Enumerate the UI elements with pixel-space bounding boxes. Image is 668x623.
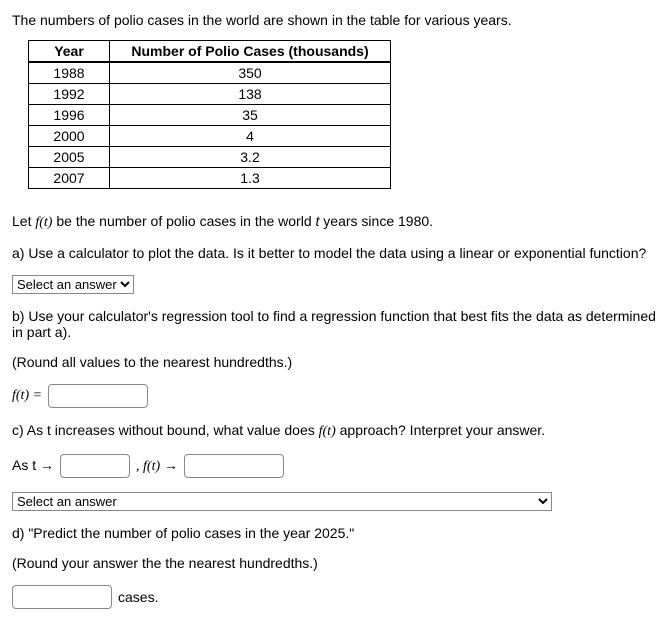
let-line: Let f(t) be the number of polio cases in… xyxy=(12,213,656,231)
cell-cases: 1.3 xyxy=(110,168,391,189)
part-c-input-2[interactable] xyxy=(184,454,284,478)
cell-cases: 35 xyxy=(110,105,391,126)
col-header-year: Year xyxy=(29,41,110,63)
part-b-round: (Round all values to the nearest hundred… xyxy=(12,354,656,370)
part-d-unit: cases. xyxy=(118,589,158,605)
cell-cases: 350 xyxy=(110,62,391,84)
part-c-as-t: As t → xyxy=(12,457,54,475)
table-row: 1992138 xyxy=(29,84,391,105)
table-row: 20071.3 xyxy=(29,168,391,189)
part-b-text: b) Use your calculator's regression tool… xyxy=(12,308,656,340)
cell-cases: 4 xyxy=(110,126,391,147)
part-c-input-1[interactable] xyxy=(60,454,130,478)
col-header-cases: Number of Polio Cases (thousands) xyxy=(110,41,391,63)
part-a-text: a) Use a calculator to plot the data. Is… xyxy=(12,245,656,261)
cell-year: 1992 xyxy=(29,84,110,105)
polio-table: Year Number of Polio Cases (thousands) 1… xyxy=(28,40,391,189)
intro-text: The numbers of polio cases in the world … xyxy=(12,12,656,28)
cell-year: 2000 xyxy=(29,126,110,147)
cell-cases: 3.2 xyxy=(110,147,391,168)
part-b-fn-label: f(t) = xyxy=(12,388,42,404)
table-row: 199635 xyxy=(29,105,391,126)
part-c-text: c) As t increases without bound, what va… xyxy=(12,422,656,440)
part-d-input[interactable] xyxy=(12,585,112,609)
part-c-select[interactable]: Select an answer xyxy=(12,492,552,511)
part-c-fn-arrow: , f(t) → xyxy=(136,457,178,475)
table-row: 20004 xyxy=(29,126,391,147)
cell-year: 2005 xyxy=(29,147,110,168)
cell-year: 2007 xyxy=(29,168,110,189)
cell-year: 1996 xyxy=(29,105,110,126)
cell-cases: 138 xyxy=(110,84,391,105)
part-a-select[interactable]: Select an answer xyxy=(12,275,134,294)
table-row: 1988350 xyxy=(29,62,391,84)
table-row: 20053.2 xyxy=(29,147,391,168)
cell-year: 1988 xyxy=(29,62,110,84)
part-d-round: (Round your answer the the nearest hundr… xyxy=(12,555,656,571)
part-b-input[interactable] xyxy=(48,384,148,408)
part-d-text: d) "Predict the number of polio cases in… xyxy=(12,525,656,541)
